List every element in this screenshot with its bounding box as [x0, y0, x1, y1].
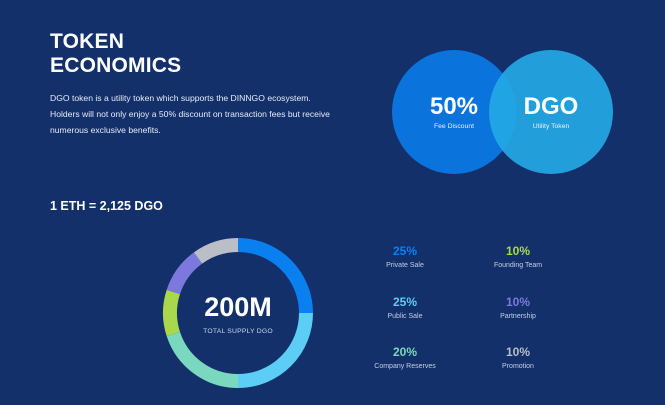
fee-discount-value: 50% [429, 93, 479, 120]
donut-segment-founding-team [163, 289, 181, 337]
feature-circles: 50% Fee Discount DGO Utility Token [392, 50, 613, 174]
legend-public-sale: 25% Public Sale [355, 295, 455, 320]
utility-token-label: Utility Token [532, 123, 570, 130]
title-line-1: TOKEN [50, 30, 125, 53]
legend-pct: 25% [392, 244, 418, 258]
donut-center: 200M TOTAL SUPPLY DGO [162, 237, 314, 389]
donut-segment-public-sale [237, 312, 313, 388]
total-supply-label: TOTAL SUPPLY DGO [203, 328, 273, 335]
legend-founding-team: 10% Founding Team [468, 244, 568, 269]
legend-name: Public Sale [387, 313, 423, 320]
token-description: DGO token is a utility token which suppo… [50, 93, 330, 135]
donut-segment-private-sale [237, 238, 313, 314]
title-line-2: ECONOMICS [50, 54, 182, 77]
donut-segment-company-reserves [166, 331, 239, 388]
legend-name: Private Sale [386, 262, 424, 269]
supply-donut-chart: 200M TOTAL SUPPLY DGO [162, 237, 314, 389]
legend-partnership: 10% Partnership [468, 295, 568, 320]
legend-name: Promotion [502, 363, 534, 370]
fee-discount-label: Fee Discount [433, 123, 475, 130]
exchange-rate: 1 ETH = 2,125 DGO [50, 199, 163, 213]
donut-segment-promotion [193, 238, 239, 264]
legend-private-sale: 25% Private Sale [355, 244, 455, 269]
legend-company-reserves: 20% Company Reserves [355, 345, 455, 370]
utility-token-value: DGO [523, 93, 579, 120]
legend-pct: 20% [392, 345, 418, 359]
page-title: TOKEN ECONOMICS [50, 30, 181, 78]
total-supply-value: 200M [204, 292, 272, 322]
utility-token-circle: DGO Utility Token [489, 50, 613, 174]
legend-pct: 10% [505, 295, 531, 309]
legend-pct: 25% [392, 295, 418, 309]
legend-name: Partnership [500, 313, 536, 320]
legend-name: Company Reserves [374, 363, 436, 370]
legend-pct: 10% [505, 244, 531, 258]
legend-pct: 10% [505, 345, 531, 359]
donut-svg [163, 238, 313, 388]
donut-segment-partnership [166, 252, 203, 295]
legend-name: Founding Team [493, 262, 543, 269]
legend-promotion: 10% Promotion [468, 345, 568, 370]
